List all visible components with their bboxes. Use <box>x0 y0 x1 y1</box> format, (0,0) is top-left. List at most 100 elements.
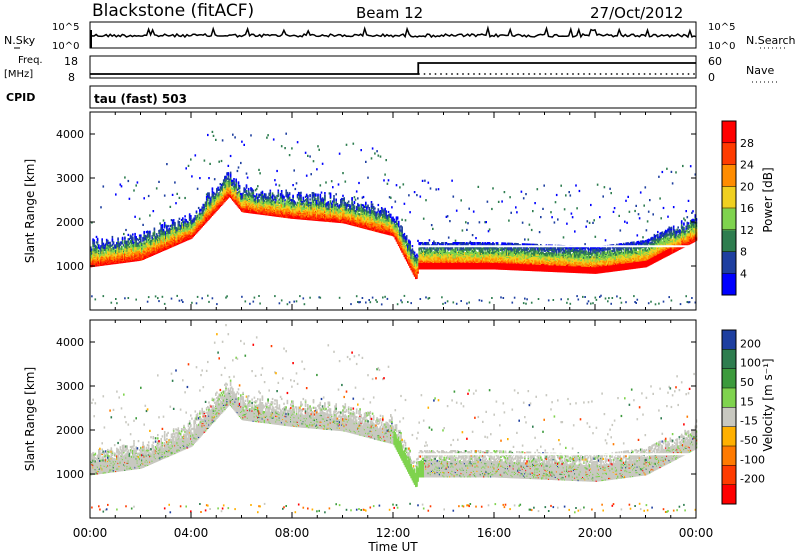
scatter-point <box>274 295 276 298</box>
scatter-point <box>383 179 385 182</box>
scatter-point <box>152 234 155 237</box>
scatter-point <box>103 254 106 257</box>
scatter-point <box>295 300 298 303</box>
scatter-point <box>288 192 291 195</box>
scatter-point <box>134 245 136 248</box>
scatter-point <box>154 249 157 252</box>
scatter-point <box>137 246 140 249</box>
scatter-point <box>134 215 136 218</box>
scatter-point <box>304 151 307 154</box>
scatter-point <box>109 246 111 249</box>
scatter-point <box>127 247 130 250</box>
scatter-point <box>135 241 137 244</box>
scatter-point <box>165 233 167 236</box>
scatter-point <box>125 244 127 247</box>
scatter-point <box>159 222 161 225</box>
scatter-point <box>172 240 175 243</box>
scatter-point <box>138 234 141 237</box>
scatter-point <box>178 223 181 226</box>
scatter-point <box>178 233 181 236</box>
scatter-point <box>153 228 156 231</box>
scatter-point <box>235 184 237 187</box>
nsky-panel: N.Sky 10^5 10^0 N.Search 10^5 10^0 <box>4 21 796 52</box>
scatter-point <box>382 296 384 299</box>
scatter-point <box>127 233 130 236</box>
scatter-point <box>146 241 149 244</box>
scatter-point <box>158 232 160 235</box>
scatter-point <box>100 206 102 209</box>
scatter-point <box>160 224 162 227</box>
scatter-point <box>161 246 164 249</box>
scatter-point <box>159 233 161 236</box>
scatter-point <box>140 246 142 249</box>
scatter-point <box>276 197 278 200</box>
scatter-point <box>259 302 261 305</box>
scatter-point <box>124 237 126 240</box>
scatter-point <box>253 296 256 299</box>
scatter-point <box>93 244 95 248</box>
scatter-point <box>278 184 281 187</box>
scatter-point <box>166 237 168 240</box>
scatter-point <box>392 216 394 219</box>
scatter-point <box>128 197 131 200</box>
nsearch-tick-lo: 10^0 <box>708 41 735 52</box>
scatter-point <box>327 201 330 204</box>
scatter-point <box>146 242 149 245</box>
scatter-point <box>225 175 227 178</box>
scatter-point <box>218 160 220 163</box>
scatter-point <box>162 241 165 244</box>
scatter-point <box>151 246 153 249</box>
scatter-point <box>90 246 92 249</box>
scatter-point <box>111 249 114 252</box>
scatter-point <box>129 234 132 237</box>
scatter-point <box>109 250 111 253</box>
scatter-point <box>300 191 302 194</box>
scatter-point <box>98 244 100 247</box>
scatter-point <box>258 199 260 202</box>
scatter-point <box>293 169 295 172</box>
scatter-point <box>170 241 173 244</box>
scatter-point <box>171 193 174 196</box>
scatter-point <box>149 241 151 244</box>
scatter-point <box>166 225 168 228</box>
scatter-point <box>140 252 142 255</box>
scatter-point <box>136 253 139 256</box>
scatter-point <box>303 303 306 306</box>
scatter-point <box>101 247 103 250</box>
scatter-point <box>362 195 365 199</box>
scatter-point <box>121 245 124 248</box>
scatter-point <box>120 249 123 252</box>
scatter-point <box>120 241 123 244</box>
scatter-point <box>159 236 161 239</box>
scatter-point <box>162 219 165 222</box>
scatter-point <box>94 298 97 301</box>
scatter-point <box>166 243 168 246</box>
scatter-point <box>109 251 111 254</box>
scatter-point <box>302 297 305 300</box>
scatter-point <box>143 238 145 241</box>
scatter-point <box>147 234 150 237</box>
scatter-point <box>152 250 155 253</box>
scatter-point <box>357 197 359 200</box>
scatter-point <box>101 251 103 254</box>
scatter-point <box>168 229 170 233</box>
scatter-point <box>115 193 117 196</box>
scatter-point <box>102 253 105 256</box>
scatter-point <box>359 301 361 304</box>
scatter-point <box>143 234 145 237</box>
scatter-point <box>201 297 203 300</box>
scatter-point <box>134 242 136 245</box>
scatter-point <box>161 225 164 228</box>
scatter-point <box>277 189 280 192</box>
cpid-value: tau (fast) 503 <box>94 92 187 106</box>
scatter-point <box>119 243 122 246</box>
scatter-point <box>245 172 248 175</box>
scatter-point <box>160 246 162 249</box>
scatter-point <box>165 239 167 242</box>
scatter-point <box>385 210 387 213</box>
scatter-point <box>319 184 322 187</box>
scatter-point <box>176 192 178 195</box>
scatter-point <box>121 236 124 239</box>
scatter-point <box>90 253 92 256</box>
scatter-point <box>342 194 344 197</box>
